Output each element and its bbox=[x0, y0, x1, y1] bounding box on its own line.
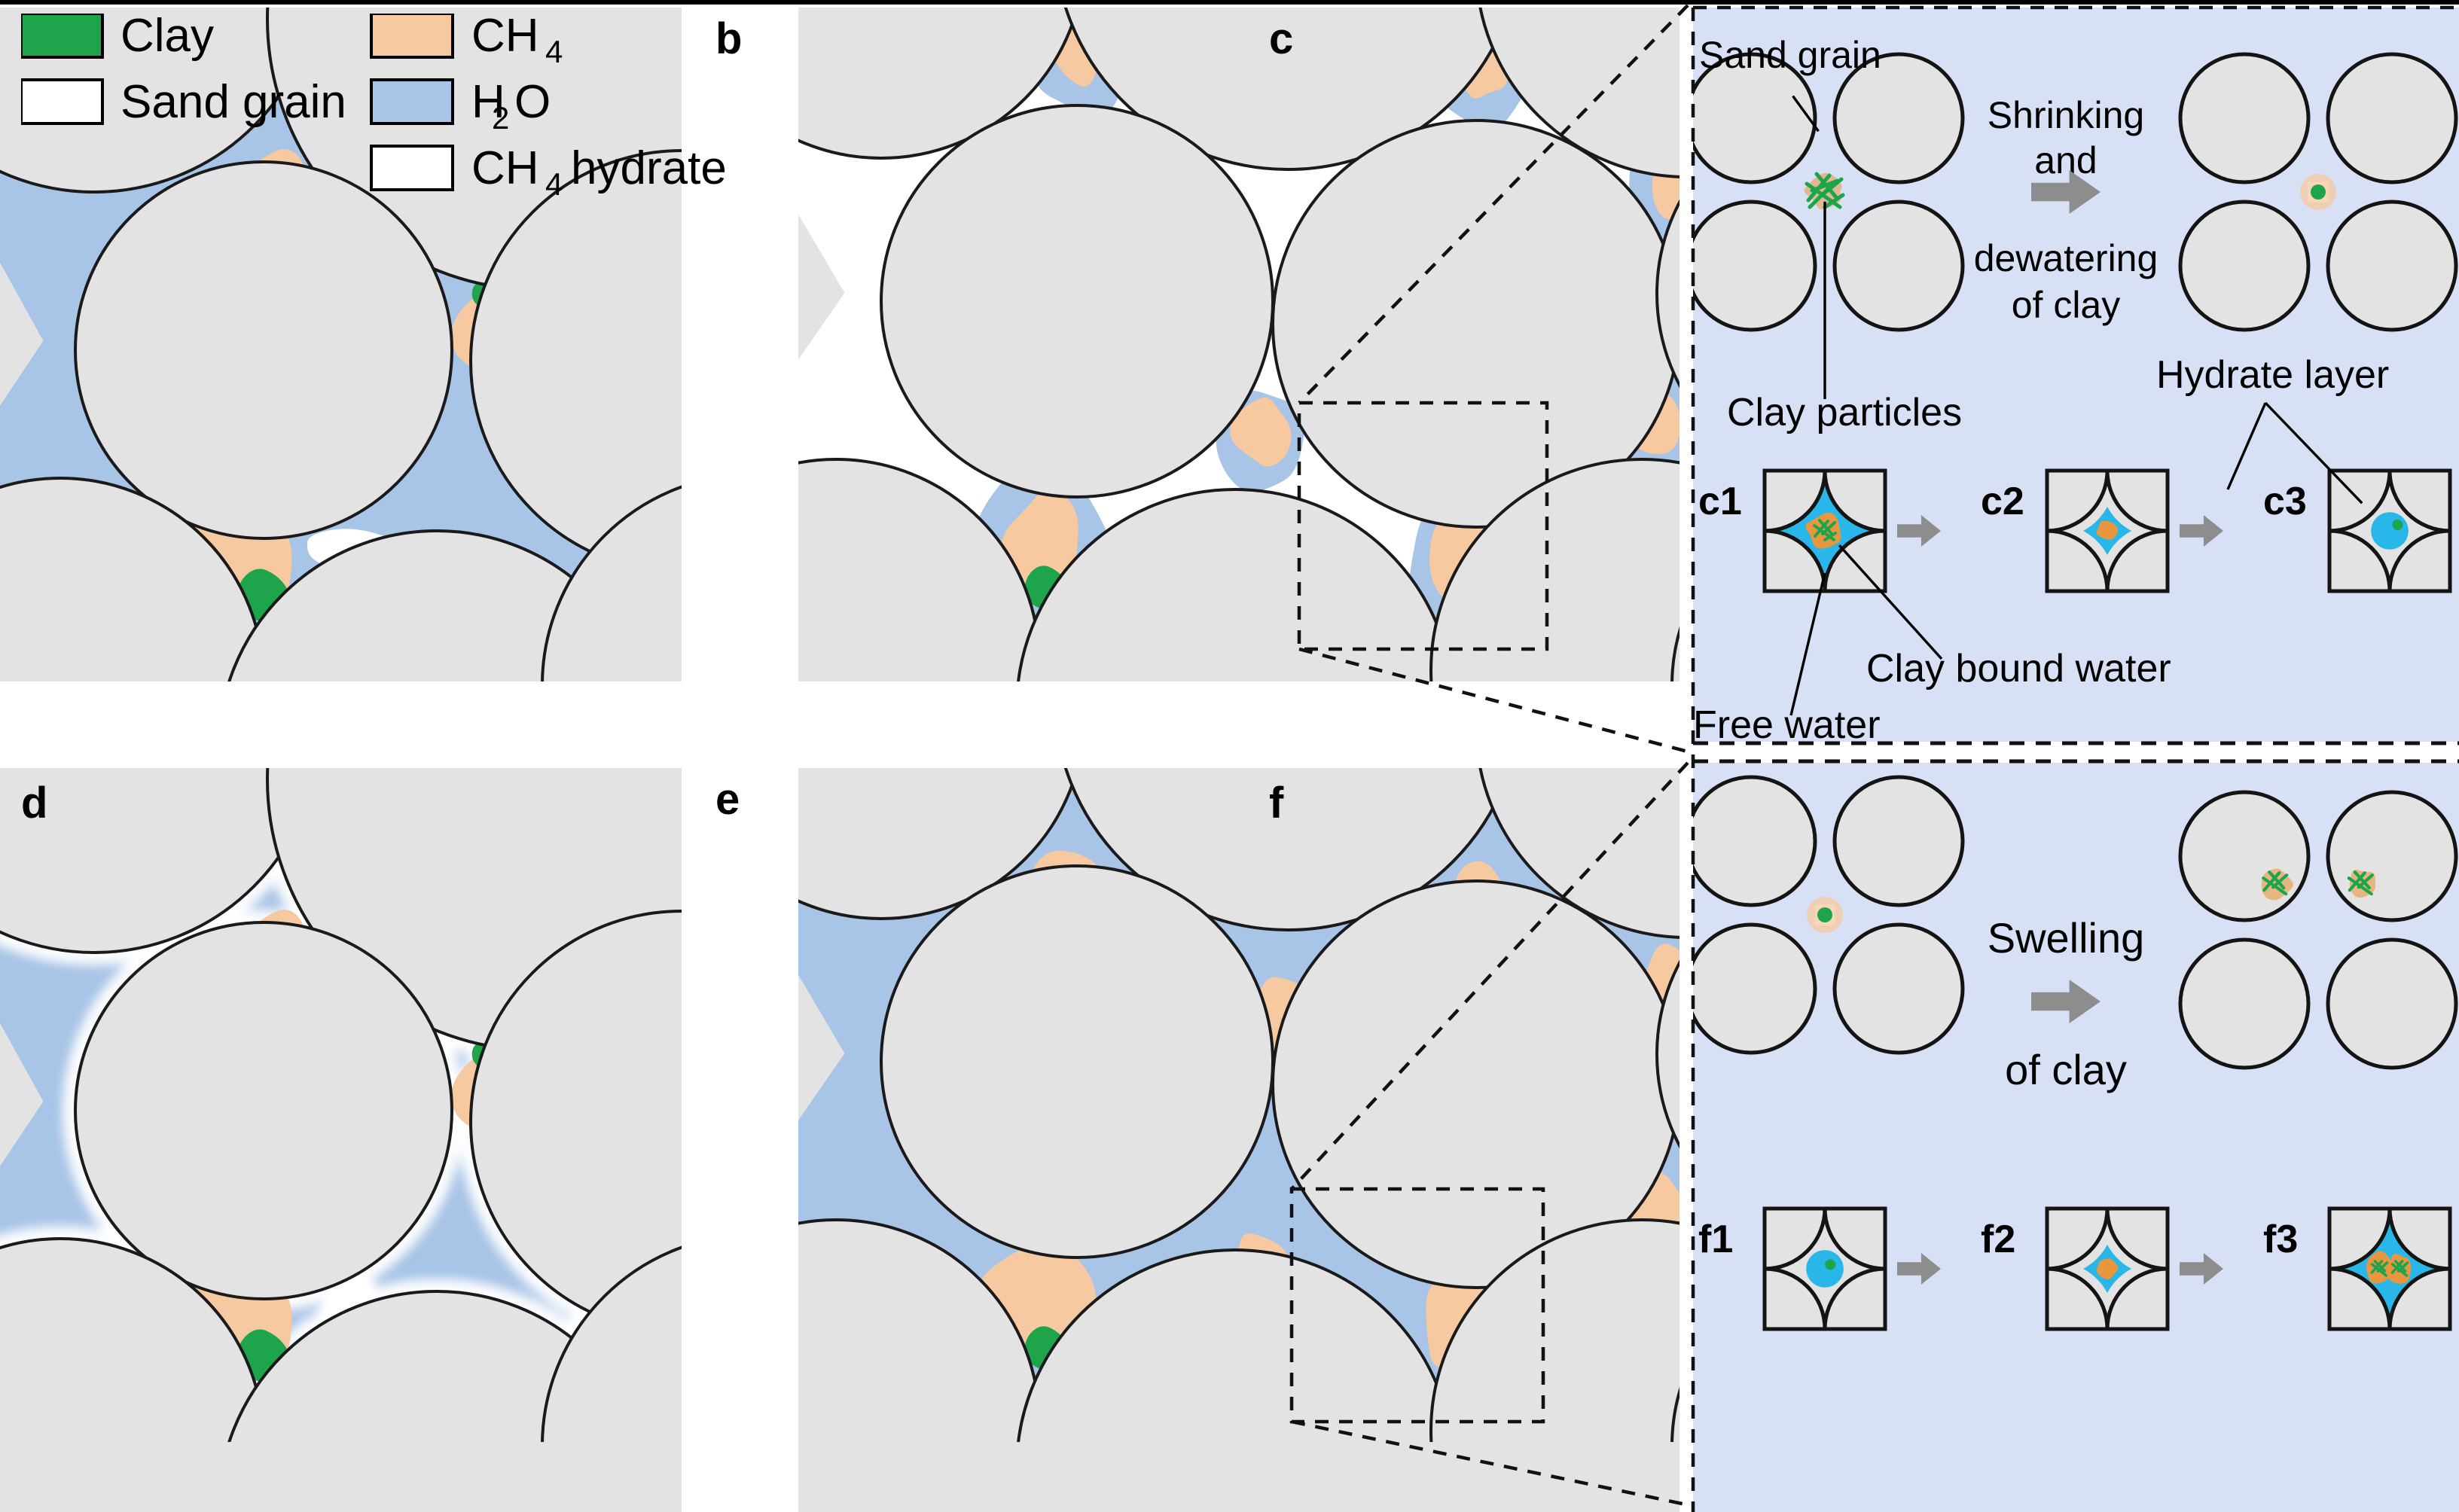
svg-text:Clay: Clay bbox=[121, 14, 214, 62]
svg-text:f3: f3 bbox=[2263, 1218, 2298, 1261]
svg-text:f1: f1 bbox=[1698, 1218, 1733, 1261]
svg-text:O: O bbox=[514, 76, 551, 128]
svg-text:c1: c1 bbox=[1698, 480, 1742, 523]
svg-text:Hydrate layer: Hydrate layer bbox=[2156, 353, 2389, 397]
svg-text:c3: c3 bbox=[2263, 480, 2307, 523]
svg-text:Clay bound water: Clay bound water bbox=[1866, 647, 2171, 690]
svg-text:Sand grain: Sand grain bbox=[121, 76, 346, 128]
svg-text:4: 4 bbox=[545, 34, 563, 69]
svg-text:4: 4 bbox=[545, 166, 563, 202]
svg-text:CH: CH bbox=[471, 14, 539, 62]
svg-text:Swelling: Swelling bbox=[1988, 914, 2145, 962]
svg-text:dewatering: dewatering bbox=[1974, 237, 2158, 279]
svg-text:Sand grain: Sand grain bbox=[1699, 34, 1881, 76]
svg-text:2: 2 bbox=[492, 100, 509, 136]
svg-text:of clay: of clay bbox=[2005, 1046, 2127, 1093]
svg-text:CH: CH bbox=[471, 142, 539, 194]
svg-text:of clay: of clay bbox=[2012, 284, 2121, 326]
svg-text:c2: c2 bbox=[1981, 480, 2024, 523]
svg-text:Shrinking: Shrinking bbox=[1988, 94, 2144, 136]
svg-text:hydrate: hydrate bbox=[571, 142, 727, 194]
svg-text:Clay particles: Clay particles bbox=[1727, 391, 1962, 434]
svg-text:Free water: Free water bbox=[1693, 703, 1881, 747]
svg-text:and: and bbox=[2034, 139, 2097, 181]
svg-text:f2: f2 bbox=[1981, 1218, 2015, 1261]
